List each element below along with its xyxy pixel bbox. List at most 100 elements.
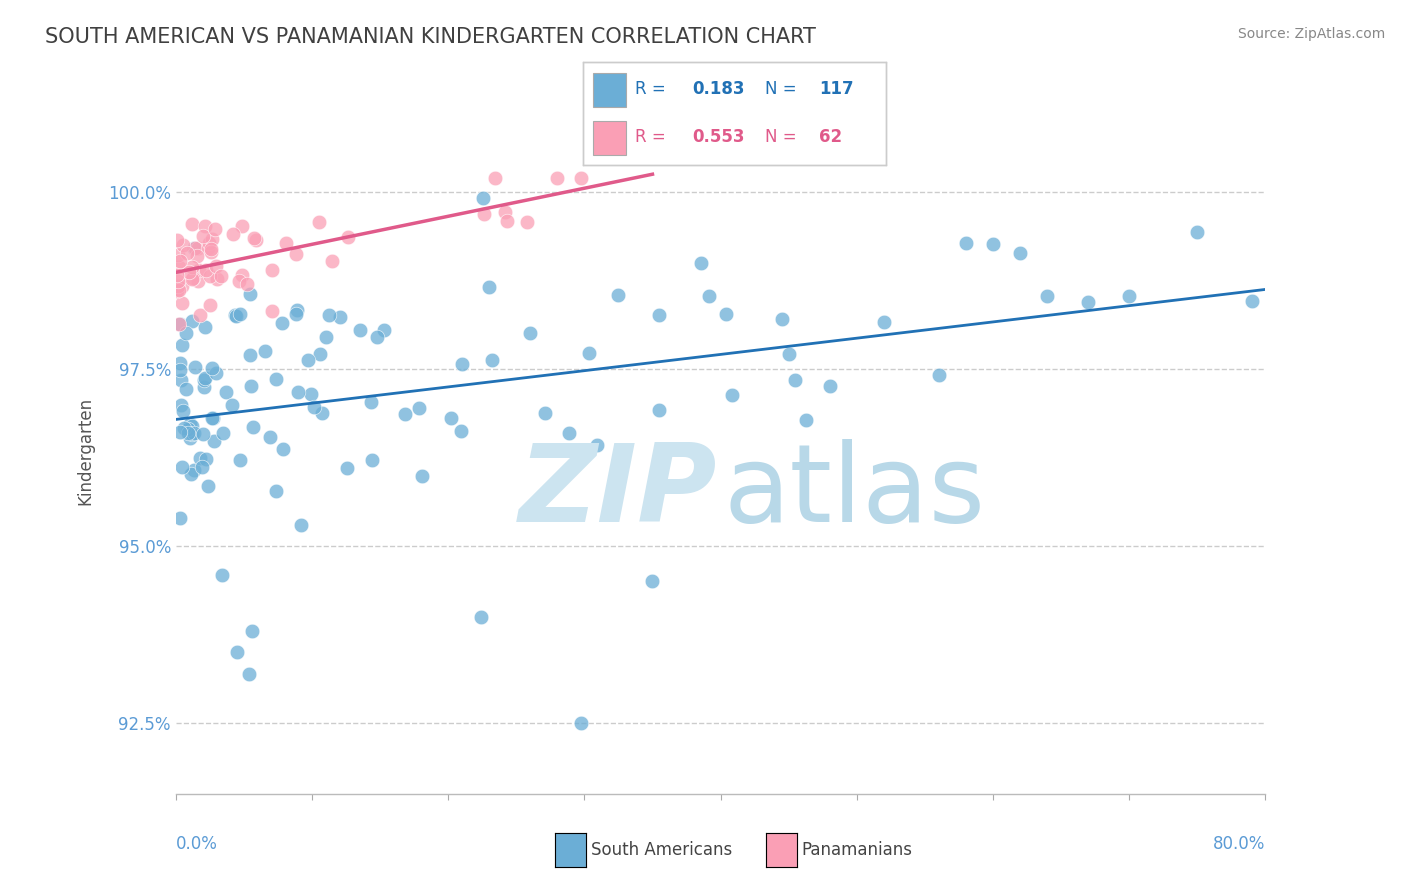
Text: R =: R = xyxy=(636,80,671,98)
Bar xyxy=(592,73,626,106)
Point xyxy=(640,574,662,589)
Point xyxy=(495,214,517,228)
Point xyxy=(349,322,371,336)
Point xyxy=(411,468,433,483)
Point xyxy=(266,372,288,386)
Point xyxy=(451,357,474,371)
Point xyxy=(205,259,228,273)
Point xyxy=(186,249,208,263)
Point xyxy=(197,479,219,493)
Point xyxy=(197,241,219,255)
Point xyxy=(647,308,669,322)
Point xyxy=(198,235,221,250)
Point xyxy=(179,431,201,445)
Point xyxy=(1010,246,1032,260)
Point xyxy=(470,610,492,624)
Point xyxy=(169,425,191,440)
Point xyxy=(648,403,671,417)
Point xyxy=(205,271,228,285)
Point xyxy=(360,395,382,409)
Text: 0.0%: 0.0% xyxy=(176,835,218,853)
Point xyxy=(201,232,224,246)
Point xyxy=(285,307,308,321)
Point xyxy=(194,263,217,277)
Point xyxy=(173,420,195,434)
Point xyxy=(318,308,340,322)
Text: R =: R = xyxy=(636,128,671,146)
Point xyxy=(183,463,205,477)
Point xyxy=(224,308,246,322)
Point xyxy=(1036,289,1059,303)
Point xyxy=(472,191,495,205)
Point xyxy=(172,403,194,417)
Point xyxy=(169,373,191,387)
Point xyxy=(172,279,194,293)
Point xyxy=(606,288,628,302)
Point xyxy=(222,227,245,241)
Point xyxy=(181,272,204,286)
Point xyxy=(225,310,247,324)
Point xyxy=(212,425,235,440)
Point xyxy=(290,517,312,532)
Point xyxy=(484,171,506,186)
Point xyxy=(194,320,217,334)
Point xyxy=(285,302,308,317)
Point xyxy=(188,451,211,466)
Point xyxy=(770,312,793,326)
Point xyxy=(778,347,800,361)
Point xyxy=(578,345,600,359)
Point xyxy=(190,460,212,475)
Point xyxy=(179,417,201,431)
Point xyxy=(569,716,592,731)
Point xyxy=(169,363,191,377)
Point xyxy=(166,233,188,247)
Text: Panamanians: Panamanians xyxy=(801,841,912,859)
Point xyxy=(202,411,225,425)
Point xyxy=(166,285,188,299)
Point xyxy=(229,307,252,321)
Point xyxy=(221,399,243,413)
Point xyxy=(180,218,202,232)
Point xyxy=(181,426,204,441)
Point xyxy=(166,268,188,283)
Point xyxy=(785,373,807,387)
Point xyxy=(1240,294,1263,309)
Point xyxy=(167,318,190,332)
Point xyxy=(494,204,516,219)
Point xyxy=(321,253,343,268)
Point xyxy=(204,222,226,236)
Point xyxy=(198,268,221,283)
Point xyxy=(194,371,217,385)
Point xyxy=(177,426,200,441)
Point xyxy=(167,274,190,288)
Point xyxy=(181,419,204,434)
Point xyxy=(699,289,721,303)
Point xyxy=(366,330,388,344)
Point xyxy=(271,316,294,330)
Point xyxy=(239,379,262,393)
Point xyxy=(259,430,281,444)
Point xyxy=(721,388,744,402)
Point xyxy=(174,326,197,341)
Point xyxy=(337,230,360,244)
Point xyxy=(183,241,205,255)
Point xyxy=(188,308,211,322)
Text: 62: 62 xyxy=(820,128,842,146)
Text: 0.553: 0.553 xyxy=(692,128,745,146)
Point xyxy=(585,438,607,452)
Point xyxy=(981,236,1004,251)
Point xyxy=(193,379,215,393)
Point xyxy=(394,407,416,421)
Text: atlas: atlas xyxy=(724,439,986,545)
Point xyxy=(205,366,228,380)
Point xyxy=(309,347,332,361)
Point xyxy=(172,338,194,352)
Point xyxy=(209,268,232,283)
Point xyxy=(181,314,204,328)
Point xyxy=(200,245,222,260)
Point xyxy=(440,411,463,425)
Point xyxy=(177,265,200,279)
Point xyxy=(183,426,205,441)
Point xyxy=(534,407,557,421)
Point xyxy=(181,260,204,274)
